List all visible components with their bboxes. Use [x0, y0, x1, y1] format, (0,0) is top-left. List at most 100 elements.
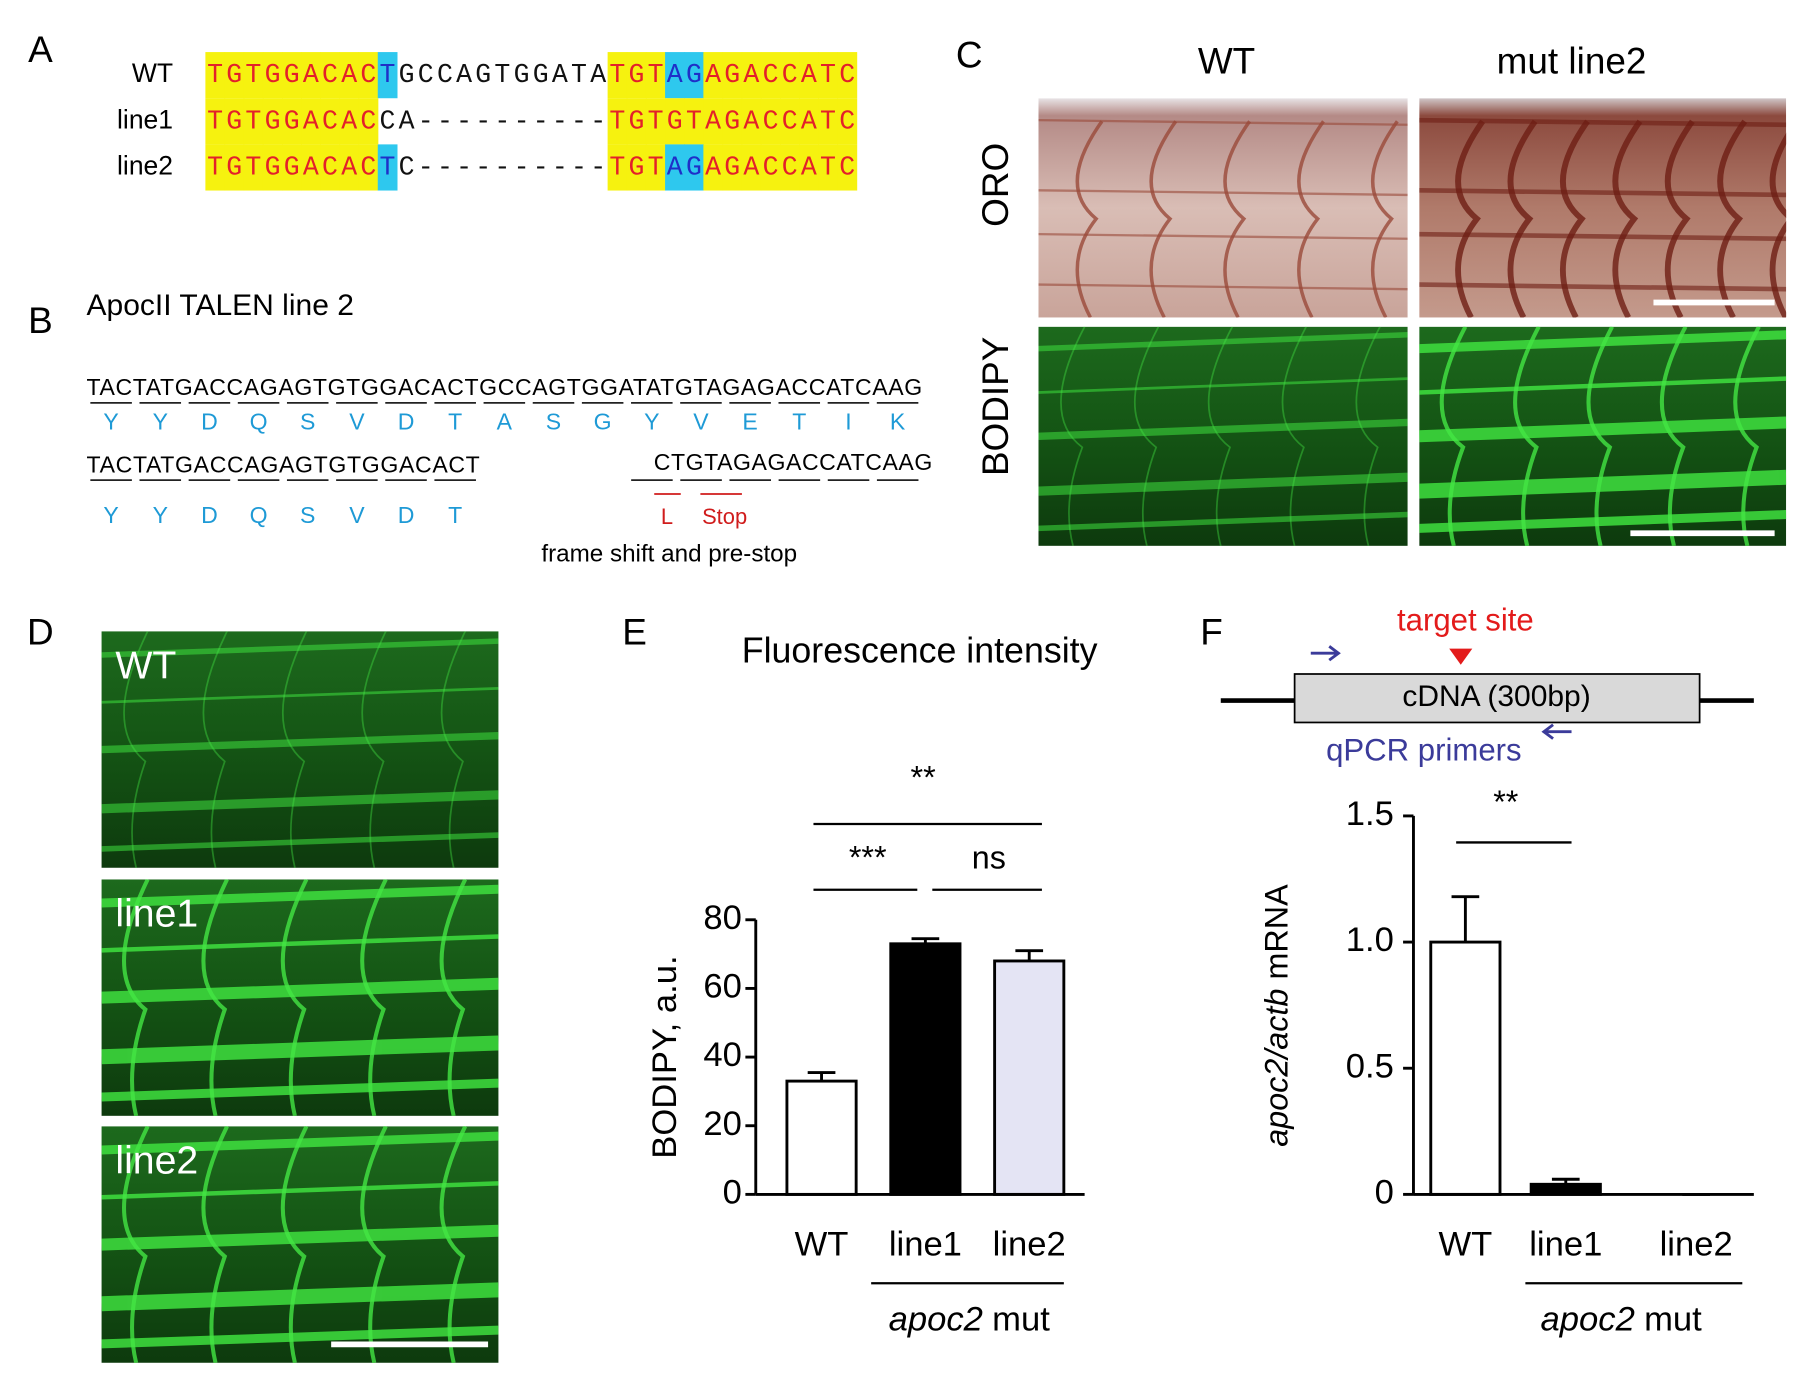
highlight	[760, 98, 781, 145]
highlight	[665, 52, 685, 99]
target-label: target site	[1397, 602, 1534, 637]
band	[1038, 377, 1408, 394]
error-bar	[1551, 1177, 1580, 1185]
highlight	[780, 144, 800, 191]
highlight	[741, 52, 762, 99]
residue: E	[742, 409, 757, 435]
highlight	[243, 144, 264, 191]
myoseptum	[201, 879, 229, 1116]
row-name: line1	[117, 104, 173, 134]
primer-arrow	[1541, 723, 1572, 740]
residue: S	[300, 409, 315, 435]
band	[1038, 511, 1408, 532]
group-label: apoc2 mut	[889, 1300, 1051, 1338]
panel-label: A	[28, 29, 53, 70]
cdna-label: cDNA (300bp)	[1402, 680, 1590, 713]
band	[1038, 283, 1408, 291]
highlight	[205, 98, 226, 145]
micrograph	[1038, 326, 1408, 546]
band	[1419, 376, 1787, 395]
band	[1038, 332, 1408, 352]
sequence: TACTATGACCAGAGTGTGGACACTGCCAGTGGATATGTAG…	[87, 374, 923, 400]
myoseptum	[1586, 326, 1614, 546]
highlight	[358, 98, 379, 145]
primer-arrow	[1310, 645, 1341, 662]
highlight	[205, 144, 226, 191]
micrograph-content	[101, 879, 499, 1116]
highlight	[224, 144, 245, 191]
bar	[1529, 1182, 1602, 1196]
myoseptum	[1439, 326, 1468, 546]
myoseptum	[360, 1126, 388, 1363]
group-label-text: mut	[992, 1300, 1050, 1338]
y-tick-label: 0	[1375, 1174, 1394, 1212]
highlight	[837, 144, 858, 191]
band	[101, 1035, 499, 1065]
band	[101, 977, 499, 1004]
significance: **	[911, 760, 937, 796]
micrograph-content	[1038, 326, 1408, 546]
column-label: WT	[1198, 40, 1255, 81]
highlight	[607, 52, 628, 99]
residue: I	[845, 409, 851, 435]
band	[1038, 472, 1408, 496]
band	[1038, 189, 1408, 197]
highlight	[320, 52, 341, 99]
y-axis-label: BODIPY, a.u.	[646, 955, 684, 1158]
highlight	[339, 98, 360, 145]
highlight	[722, 98, 743, 145]
highlight	[607, 98, 628, 145]
band	[101, 934, 499, 953]
error-bar	[807, 1071, 836, 1082]
y-tick-label: 60	[703, 968, 742, 1006]
target-marker	[1449, 648, 1473, 665]
residue: Q	[250, 409, 268, 435]
micrograph-content	[1419, 98, 1787, 318]
x-tick-label: WT	[1438, 1225, 1492, 1263]
highlight	[645, 98, 666, 145]
micrograph-bg	[1038, 98, 1408, 318]
error-bar	[1015, 949, 1044, 961]
myoseptum	[201, 1126, 229, 1363]
band	[1419, 188, 1787, 198]
shifted-residue: Stop	[702, 504, 747, 529]
residue: D	[201, 502, 218, 528]
y-tick-label: 40	[703, 1036, 742, 1074]
myoseptum	[1207, 326, 1234, 546]
highlight	[818, 98, 839, 145]
highlight	[262, 144, 283, 191]
residue: T	[448, 409, 462, 435]
band	[1419, 231, 1787, 242]
y-tick-label: 1.0	[1346, 921, 1394, 959]
group-label-text: mut	[1644, 1300, 1702, 1338]
myoseptum	[1659, 326, 1688, 546]
highlight	[377, 144, 398, 191]
primer-label: qPCR primers	[1326, 733, 1522, 768]
highlight	[665, 98, 685, 145]
highlight	[626, 144, 647, 191]
highlight	[818, 52, 839, 99]
myoseptum	[1297, 120, 1325, 318]
y-tick-label: 80	[703, 899, 742, 937]
residue: G	[594, 409, 612, 435]
highlight	[703, 52, 724, 99]
myoseptum	[1733, 326, 1761, 546]
band	[101, 638, 499, 658]
residue: D	[398, 409, 415, 435]
highlight	[799, 144, 819, 191]
panel-label: F	[1200, 612, 1223, 653]
highlight	[741, 98, 762, 145]
myoseptum	[1133, 326, 1160, 546]
sequence: CTGTAGAGACCATCAAG	[654, 449, 933, 475]
myoseptum	[1060, 326, 1086, 546]
error-bar	[1451, 895, 1480, 943]
error-bar	[911, 937, 940, 944]
y-tick-label: 0	[723, 1174, 742, 1212]
highlight	[607, 144, 628, 191]
myoseptum	[1355, 326, 1381, 546]
micrograph	[1419, 98, 1787, 318]
highlight	[339, 144, 360, 191]
note: frame shift and pre-stop	[541, 541, 797, 568]
